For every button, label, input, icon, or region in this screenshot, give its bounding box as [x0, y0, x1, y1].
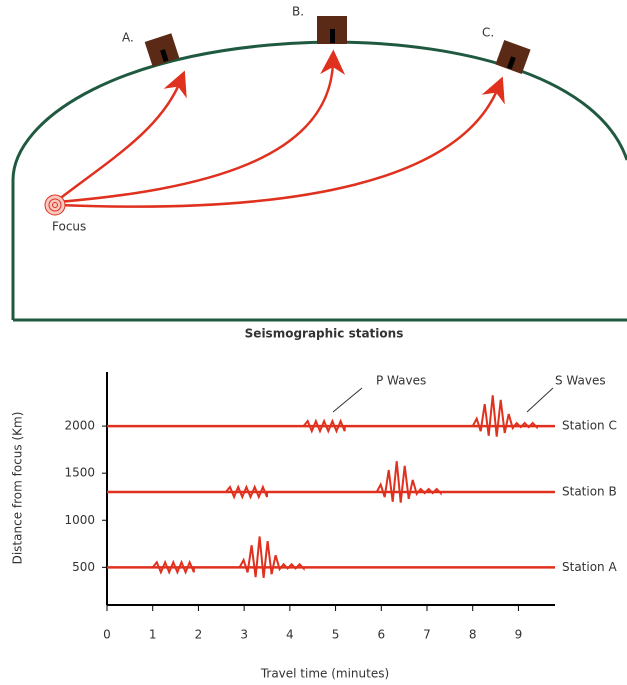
x-tick-label: 1	[149, 628, 157, 642]
focus-symbol	[44, 194, 66, 216]
station-c	[495, 39, 531, 75]
x-tick-label: 2	[195, 628, 203, 642]
series-label: Station B	[562, 485, 617, 499]
x-tick-label: 3	[240, 628, 248, 642]
leader-line	[526, 387, 554, 413]
series-label: Station C	[562, 419, 617, 433]
leader-line	[332, 387, 363, 413]
y-axis-label: Distance from focus (Km)	[11, 412, 25, 565]
x-tick-label: 6	[377, 628, 385, 642]
station-label: A.	[122, 31, 134, 45]
ray-paths	[57, 49, 505, 208]
annotation: P Waves	[376, 374, 426, 388]
s-wave	[238, 536, 305, 579]
seismogram-chart: Distance from focus (Km) Travel time (mi…	[11, 372, 617, 681]
s-wave	[471, 395, 538, 437]
s-wave	[375, 461, 442, 503]
x-tick-label: 7	[423, 628, 431, 642]
x-tick-label: 8	[469, 628, 477, 642]
x-axis-label: Travel time (minutes)	[260, 667, 389, 681]
y-tick-label: 500	[72, 560, 95, 574]
earth-diagram: A. B. C. Focus Seismographic stations	[11, 5, 627, 341]
station-label: C.	[482, 26, 494, 40]
p-wave	[151, 559, 195, 575]
x-tick-label: 0	[103, 628, 111, 642]
annotation: S Waves	[555, 374, 606, 388]
earth-outline	[11, 40, 627, 322]
y-tick-label: 2000	[64, 419, 95, 433]
x-tick-label: 9	[515, 628, 523, 642]
caption: Seismographic stations	[245, 327, 404, 341]
focus-label: Focus	[52, 220, 86, 234]
series-label: Station A	[562, 560, 617, 574]
x-tick-label: 4	[286, 628, 294, 642]
y-tick-label: 1000	[64, 513, 95, 527]
p-wave	[225, 484, 268, 500]
x-tick-label: 5	[332, 628, 340, 642]
station-b	[317, 16, 347, 44]
y-tick-label: 1500	[64, 466, 95, 480]
station-label: B.	[292, 5, 304, 19]
p-wave	[302, 418, 346, 434]
station-a	[144, 33, 180, 67]
